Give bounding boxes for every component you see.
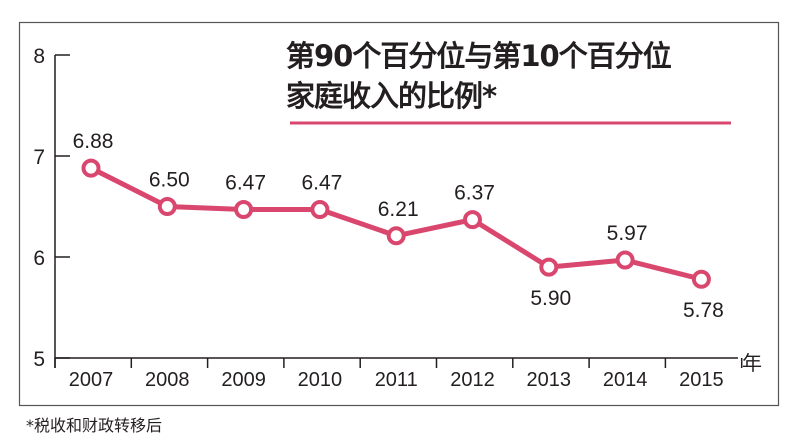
data-label: 6.47 bbox=[225, 172, 266, 195]
x-tick-label: 2010 bbox=[298, 369, 343, 391]
chart-title-line-2: 家庭收入的比例* bbox=[286, 79, 497, 113]
data-point bbox=[81, 158, 101, 178]
data-point bbox=[234, 200, 254, 220]
x-tick-label: 2013 bbox=[527, 369, 572, 391]
x-tick-label: 2009 bbox=[221, 369, 266, 391]
x-tick-label: 2014 bbox=[603, 369, 648, 391]
data-label: 6.21 bbox=[378, 198, 419, 221]
y-tick-label: 8 bbox=[33, 45, 45, 68]
y-tick-label: 7 bbox=[33, 146, 45, 169]
x-tick-label: 2011 bbox=[375, 369, 418, 391]
data-label: 6.50 bbox=[149, 169, 190, 192]
data-label: 6.88 bbox=[73, 130, 114, 153]
data-point bbox=[691, 269, 711, 289]
chart-title-line-1: 第90个百分位与第10个百分位 bbox=[286, 39, 672, 73]
y-tick-label: 5 bbox=[33, 348, 45, 371]
data-label: 5.90 bbox=[530, 287, 571, 310]
data-label: 5.97 bbox=[607, 222, 648, 245]
data-label: 6.37 bbox=[454, 182, 495, 205]
footnote: *税收和财政转移后 bbox=[26, 416, 163, 435]
data-point bbox=[539, 257, 559, 277]
data-point bbox=[463, 210, 482, 230]
y-tick-label: 6 bbox=[33, 247, 45, 270]
chart-title: 第90个百分位与第10个百分位 家庭收入的比例* bbox=[286, 36, 672, 116]
data-point bbox=[157, 197, 177, 216]
data-label: 6.47 bbox=[301, 172, 342, 195]
data-label: 5.78 bbox=[683, 299, 724, 322]
x-tick-label: 2007 bbox=[69, 369, 114, 391]
data-point bbox=[386, 226, 406, 246]
data-point bbox=[310, 200, 330, 220]
x-tick-label: 2008 bbox=[145, 369, 190, 391]
x-axis-label: 年 bbox=[742, 351, 762, 375]
chart-frame bbox=[18, 21, 780, 407]
x-tick-label: 2015 bbox=[679, 369, 724, 391]
x-tick-label: 2012 bbox=[450, 369, 495, 391]
data-point bbox=[615, 250, 635, 270]
